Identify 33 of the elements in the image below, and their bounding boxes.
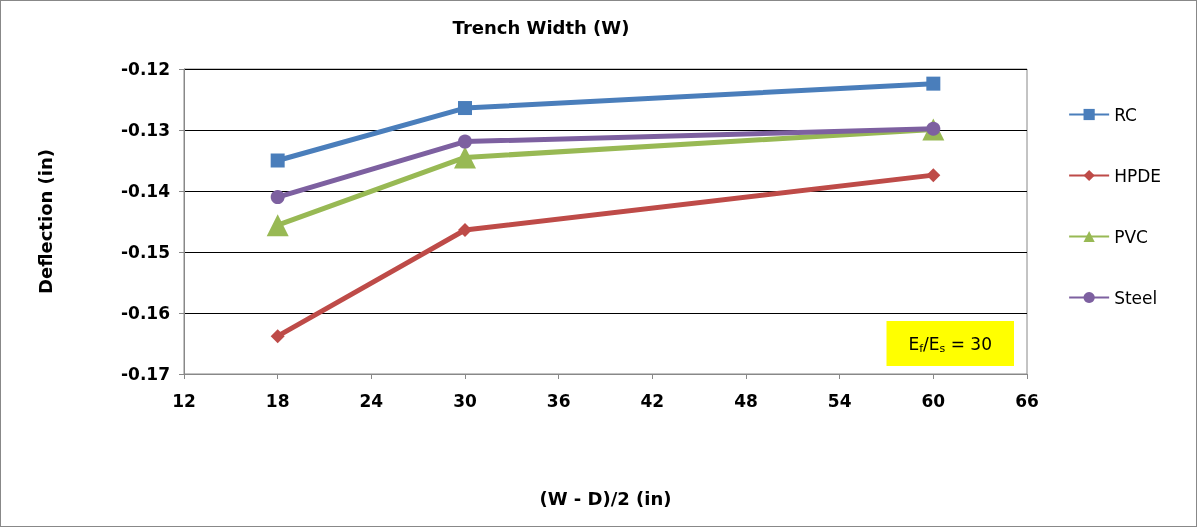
point bbox=[926, 76, 941, 91]
y-tick-label: -0.17 bbox=[121, 364, 170, 384]
point bbox=[454, 146, 476, 169]
x-tick-label: 18 bbox=[265, 390, 290, 411]
x-tick-label: 42 bbox=[640, 390, 665, 411]
y-tick-label: -0.12 bbox=[121, 59, 170, 79]
point bbox=[458, 223, 472, 238]
legend-label: PVC bbox=[1114, 226, 1148, 247]
x-tick-label: 36 bbox=[546, 390, 571, 411]
legend-label: RC bbox=[1114, 104, 1137, 125]
point bbox=[926, 168, 941, 183]
point bbox=[270, 153, 285, 168]
x-tick-label: 48 bbox=[734, 390, 758, 411]
point bbox=[266, 214, 289, 237]
point bbox=[270, 329, 285, 344]
chart-title: Trench Width (W) bbox=[452, 16, 630, 38]
x-tick-label: 54 bbox=[827, 390, 852, 411]
x-tick-label: 30 bbox=[453, 390, 477, 411]
point bbox=[458, 101, 472, 116]
point bbox=[458, 134, 472, 149]
x-tick-label: 12 bbox=[172, 390, 196, 411]
x-axis-title: (W - D)/2 (in) bbox=[539, 487, 672, 509]
y-tick-label: -0.13 bbox=[121, 120, 170, 140]
x-tick-label: 66 bbox=[1015, 390, 1039, 411]
y-tick-label: -0.14 bbox=[121, 181, 171, 201]
x-tick-label: 24 bbox=[359, 390, 384, 411]
y-axis-title: Deflection (in) bbox=[34, 148, 56, 295]
x-tick-label: 60 bbox=[921, 390, 946, 411]
legend-label: HPDE bbox=[1114, 165, 1162, 186]
legend-label: Steel bbox=[1114, 287, 1158, 308]
point bbox=[270, 190, 285, 205]
y-tick-label: -0.15 bbox=[121, 242, 170, 262]
y-tick-label: -0.16 bbox=[121, 303, 170, 323]
